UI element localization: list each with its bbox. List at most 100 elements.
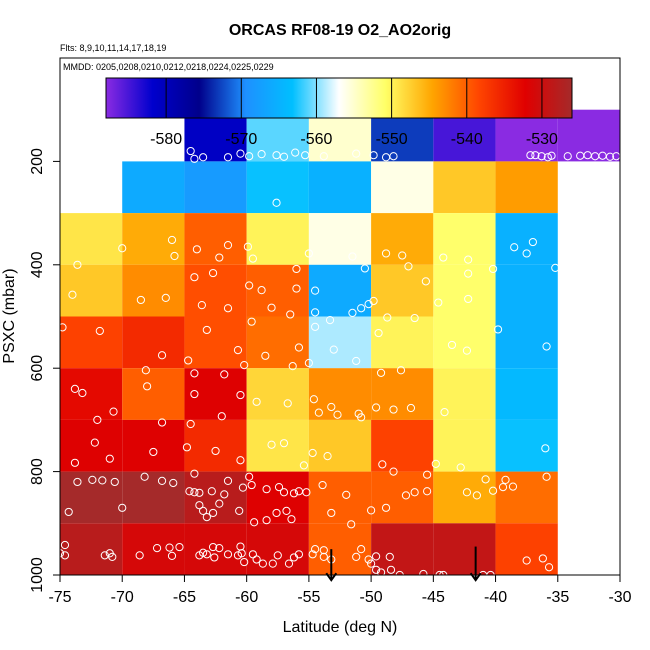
data-point bbox=[184, 356, 193, 365]
heatmap-cell bbox=[246, 419, 309, 472]
heatmap-cell bbox=[433, 368, 496, 420]
x-tick-label: -75 bbox=[48, 589, 71, 606]
heatmap-cell bbox=[371, 471, 434, 524]
data-point bbox=[357, 545, 366, 554]
data-point bbox=[348, 252, 357, 261]
data-point bbox=[236, 149, 245, 158]
data-point bbox=[136, 295, 145, 305]
heatmap-cell bbox=[308, 419, 372, 472]
data-point bbox=[199, 548, 208, 557]
data-point bbox=[439, 253, 448, 262]
data-point bbox=[381, 503, 391, 512]
heatmap-cell bbox=[371, 161, 434, 214]
heatmap-cell bbox=[495, 213, 558, 265]
colorbar-ticks: -580 -570 -560 -550 -540 -530 bbox=[150, 78, 558, 148]
data-point bbox=[186, 146, 195, 156]
data-point bbox=[118, 244, 127, 253]
data-point bbox=[272, 151, 281, 160]
data-point bbox=[267, 440, 276, 449]
heatmap-cell bbox=[308, 161, 372, 214]
data-point bbox=[248, 254, 257, 263]
data-point bbox=[167, 235, 177, 245]
colorbar-tick-label: -570 bbox=[225, 131, 257, 148]
heatmap-cell bbox=[371, 523, 434, 575]
heatmap-cell bbox=[122, 419, 185, 472]
data-point bbox=[319, 152, 328, 161]
colorbar-tick-label: -540 bbox=[451, 131, 483, 148]
heatmap-cell bbox=[122, 161, 185, 214]
heatmap-cell bbox=[122, 471, 185, 524]
data-point bbox=[185, 487, 194, 496]
data-point bbox=[291, 148, 300, 157]
data-point bbox=[404, 262, 413, 271]
data-point bbox=[268, 559, 277, 568]
data-point bbox=[398, 251, 407, 260]
heatmap-cell bbox=[433, 161, 496, 214]
data-point bbox=[376, 568, 386, 577]
data-point bbox=[522, 249, 531, 258]
data-point bbox=[207, 487, 216, 496]
data-point bbox=[522, 556, 531, 565]
heatmap-cell bbox=[246, 368, 309, 420]
heatmap-cell bbox=[60, 368, 123, 420]
data-point bbox=[464, 269, 473, 278]
data-point bbox=[175, 542, 184, 552]
data-point bbox=[301, 151, 310, 160]
x-tick-label: -60 bbox=[235, 589, 258, 606]
data-point bbox=[233, 346, 243, 355]
x-tick-label: -30 bbox=[608, 589, 631, 606]
data-point bbox=[383, 313, 392, 322]
heatmap-cell bbox=[308, 264, 372, 317]
data-point bbox=[109, 407, 118, 416]
data-point bbox=[325, 316, 335, 325]
data-point bbox=[528, 237, 537, 247]
heatmap-cell bbox=[184, 264, 247, 317]
data-point bbox=[288, 362, 297, 371]
heatmap-cell bbox=[371, 213, 434, 265]
heatmap-cell bbox=[122, 213, 185, 265]
data-point bbox=[488, 264, 498, 274]
data-point bbox=[272, 508, 281, 518]
data-point bbox=[367, 506, 376, 515]
data-point bbox=[314, 408, 323, 417]
y-tick-label: 800 bbox=[29, 458, 46, 485]
data-point bbox=[140, 472, 149, 481]
data-point bbox=[364, 555, 373, 564]
data-point bbox=[223, 304, 233, 313]
heatmap-cell bbox=[60, 523, 123, 575]
arrow-head bbox=[325, 572, 338, 582]
data-point bbox=[510, 243, 519, 252]
data-point bbox=[190, 488, 199, 497]
data-point bbox=[279, 152, 289, 161]
heatmap-cell bbox=[308, 523, 372, 575]
data-point bbox=[309, 395, 318, 404]
x-tick-label: -50 bbox=[360, 589, 383, 606]
colorbar-tick-label: -550 bbox=[376, 131, 408, 148]
heatmap-cell bbox=[495, 161, 558, 214]
heatmap-cell bbox=[495, 264, 558, 317]
heatmap-cell bbox=[60, 213, 123, 265]
data-point bbox=[157, 418, 167, 427]
data-point bbox=[488, 486, 498, 495]
data-point bbox=[547, 151, 556, 160]
data-point bbox=[318, 480, 327, 490]
arrow-head bbox=[469, 572, 482, 582]
data-point bbox=[165, 543, 174, 552]
data-point bbox=[88, 475, 97, 484]
data-point bbox=[286, 310, 295, 319]
heatmap-cell bbox=[60, 419, 123, 472]
data-point bbox=[371, 552, 381, 561]
data-point bbox=[543, 153, 552, 162]
data-point bbox=[498, 483, 508, 492]
data-point bbox=[396, 366, 406, 375]
data-point bbox=[294, 550, 304, 559]
data-point bbox=[157, 351, 167, 360]
data-point bbox=[157, 476, 167, 486]
data-point bbox=[369, 151, 378, 160]
x-tick-label: -45 bbox=[422, 589, 445, 606]
data-point bbox=[357, 304, 366, 313]
data-point bbox=[423, 487, 432, 496]
data-point bbox=[542, 342, 551, 351]
data-point bbox=[308, 550, 317, 559]
data-point bbox=[236, 542, 245, 551]
